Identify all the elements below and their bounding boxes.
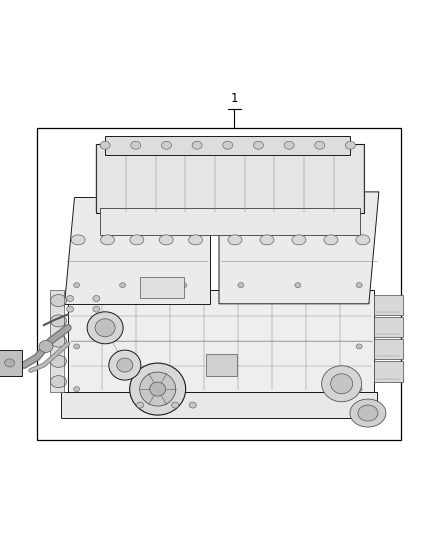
Ellipse shape xyxy=(100,141,110,149)
Bar xyxy=(96,144,364,213)
Ellipse shape xyxy=(315,141,325,149)
Ellipse shape xyxy=(117,358,133,372)
Ellipse shape xyxy=(321,366,362,402)
Bar xyxy=(140,277,184,298)
Ellipse shape xyxy=(181,282,187,288)
Polygon shape xyxy=(64,197,210,304)
Ellipse shape xyxy=(109,350,141,380)
Ellipse shape xyxy=(172,402,179,408)
Text: 1: 1 xyxy=(230,92,238,104)
Ellipse shape xyxy=(130,363,186,415)
Ellipse shape xyxy=(50,376,67,387)
Ellipse shape xyxy=(358,405,378,421)
Ellipse shape xyxy=(260,235,274,245)
Ellipse shape xyxy=(93,306,100,312)
Ellipse shape xyxy=(93,295,100,302)
Bar xyxy=(374,361,403,382)
Bar xyxy=(61,392,377,418)
Ellipse shape xyxy=(324,235,338,245)
Ellipse shape xyxy=(67,306,74,312)
Bar xyxy=(0,350,22,376)
Ellipse shape xyxy=(74,282,80,288)
Ellipse shape xyxy=(50,356,67,367)
Ellipse shape xyxy=(71,235,85,245)
Ellipse shape xyxy=(356,235,370,245)
Ellipse shape xyxy=(50,335,67,347)
Ellipse shape xyxy=(189,235,202,245)
Bar xyxy=(206,354,237,376)
Ellipse shape xyxy=(331,374,353,394)
Ellipse shape xyxy=(189,402,196,408)
Ellipse shape xyxy=(120,282,126,288)
Ellipse shape xyxy=(162,141,171,149)
Ellipse shape xyxy=(238,282,244,288)
Polygon shape xyxy=(49,290,64,392)
Ellipse shape xyxy=(150,382,166,396)
Ellipse shape xyxy=(50,295,67,306)
Ellipse shape xyxy=(159,235,173,245)
Bar xyxy=(100,208,360,235)
Ellipse shape xyxy=(192,141,202,149)
Ellipse shape xyxy=(292,235,306,245)
Bar xyxy=(68,290,374,392)
Ellipse shape xyxy=(74,386,80,392)
Ellipse shape xyxy=(5,359,14,367)
Bar xyxy=(374,317,403,337)
Ellipse shape xyxy=(228,235,242,245)
Ellipse shape xyxy=(356,344,362,349)
Ellipse shape xyxy=(131,141,141,149)
Ellipse shape xyxy=(67,295,74,302)
Ellipse shape xyxy=(130,235,144,245)
Ellipse shape xyxy=(350,399,386,427)
Bar xyxy=(374,295,403,315)
Ellipse shape xyxy=(95,319,115,337)
Ellipse shape xyxy=(39,341,53,352)
Ellipse shape xyxy=(346,141,355,149)
Ellipse shape xyxy=(356,282,362,288)
Bar xyxy=(374,339,403,359)
Bar xyxy=(37,128,401,440)
Polygon shape xyxy=(219,192,379,304)
Ellipse shape xyxy=(295,282,301,288)
Ellipse shape xyxy=(284,141,294,149)
Ellipse shape xyxy=(356,386,362,392)
Ellipse shape xyxy=(137,402,144,408)
Ellipse shape xyxy=(223,141,233,149)
Ellipse shape xyxy=(50,315,67,327)
Ellipse shape xyxy=(254,141,263,149)
Bar xyxy=(105,136,350,155)
Ellipse shape xyxy=(74,344,80,349)
Ellipse shape xyxy=(140,372,176,406)
Ellipse shape xyxy=(87,312,123,344)
Ellipse shape xyxy=(101,235,114,245)
